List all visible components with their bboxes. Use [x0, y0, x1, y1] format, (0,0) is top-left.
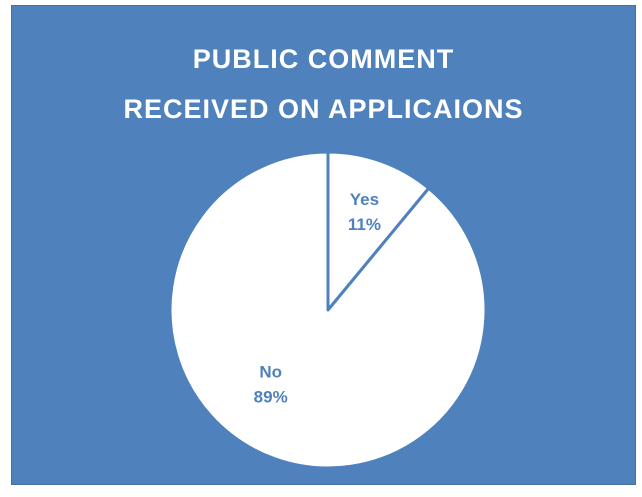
pie-slice-yes [326, 150, 431, 312]
chart-title: PUBLIC COMMENT RECEIVED ON APPLICAIONS [12, 34, 635, 134]
slice-label-yes: Yes [350, 190, 379, 209]
chart-title-line-1: PUBLIC COMMENT [192, 44, 455, 74]
pie-slice-no [168, 150, 488, 470]
pie-chart: Yes 11% No 89% [168, 150, 488, 470]
slice-percent-no: 89% [254, 388, 288, 407]
slice-label-no: No [259, 363, 282, 382]
chart-title-line-2: RECEIVED ON APPLICAIONS [123, 94, 524, 124]
chart-area: PUBLIC COMMENT RECEIVED ON APPLICAIONS Y… [11, 5, 636, 485]
slice-percent-yes: 11% [348, 215, 381, 234]
